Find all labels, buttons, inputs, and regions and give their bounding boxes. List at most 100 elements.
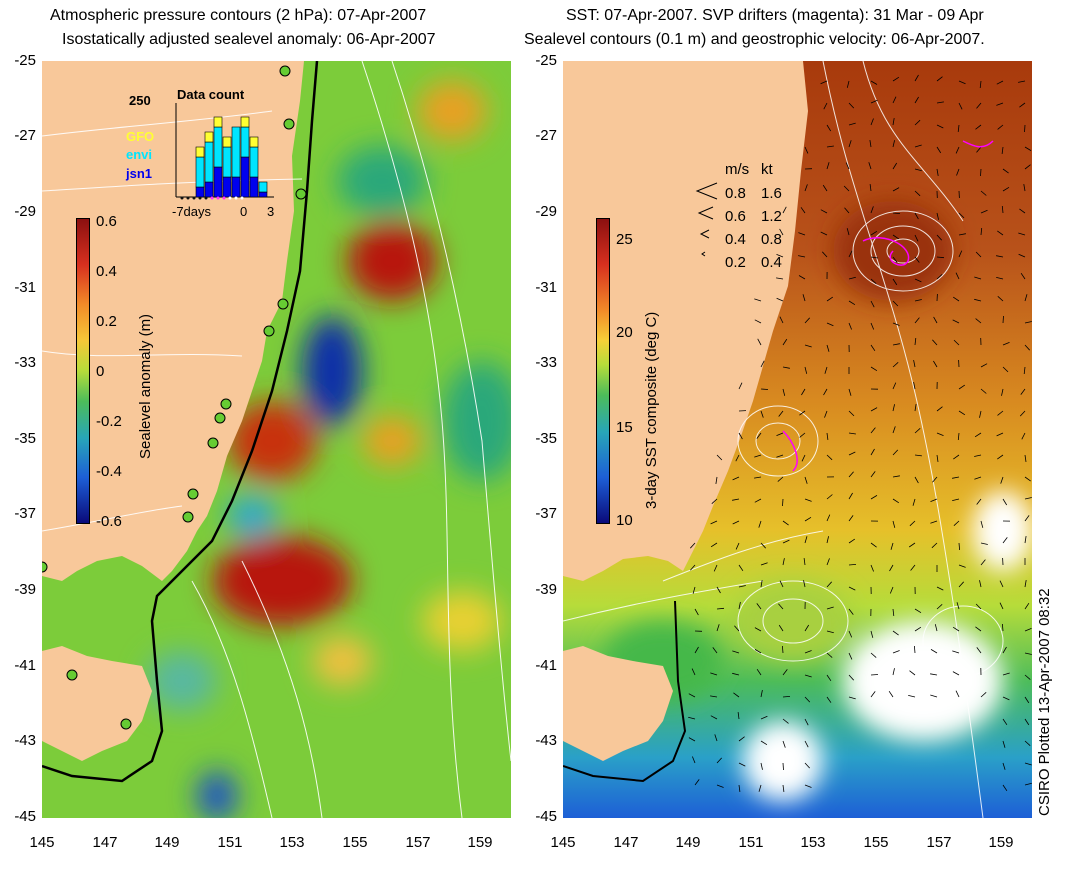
velocity-arrow <box>870 206 874 214</box>
velocity-arrow <box>996 80 1004 85</box>
velocity-arrow <box>870 344 876 352</box>
data-count-bar <box>249 176 259 198</box>
velocity-arrow <box>757 338 762 346</box>
velocity-arrow <box>782 366 790 369</box>
velocity-arrow <box>778 410 784 417</box>
lat-tick: -43 <box>14 732 36 749</box>
velocity-arrow <box>804 317 810 324</box>
velocity-arrow <box>914 317 920 324</box>
lat-tick: -43 <box>535 732 557 749</box>
velocity-arrow <box>1020 388 1026 395</box>
data-count-bar <box>213 116 223 128</box>
velocity-arrow <box>936 146 942 154</box>
velocity-arrow <box>760 690 763 698</box>
velocity-arrow <box>934 624 938 632</box>
velocity-arrow <box>952 319 960 324</box>
velocity-arrow <box>782 784 785 792</box>
velocity-arrow <box>974 454 982 457</box>
velocity-arrow <box>952 296 960 302</box>
velocity-arrow <box>974 298 982 302</box>
velocity-arrow <box>1018 253 1026 258</box>
sealevel-anomaly-field <box>42 61 511 818</box>
colorbar-tick: 20 <box>616 324 633 341</box>
lat-tick: -29 <box>535 203 557 220</box>
velocity-arrow <box>820 80 828 85</box>
velocity-arrow <box>936 101 944 104</box>
lon-tick: 145 <box>550 834 576 851</box>
velocity-arrow <box>892 608 895 617</box>
velocity-arrow <box>691 668 696 676</box>
velocity-arrow <box>914 144 922 148</box>
velocity-arrow <box>688 693 696 698</box>
velocity-arrow <box>1001 205 1004 214</box>
velocity-arrow <box>848 276 856 280</box>
inset-xlabel: 0 <box>240 204 248 219</box>
velocity-arrow <box>870 230 878 236</box>
velocity-arrow <box>1024 674 1031 680</box>
velocity-arrow <box>936 168 939 176</box>
velocity-arrow <box>892 426 896 434</box>
data-count-bar <box>222 146 232 178</box>
velocity-arrow <box>826 581 832 588</box>
velocity-arrow <box>692 586 696 594</box>
velocity-arrow <box>952 476 960 479</box>
velocity-arrow <box>1001 388 1004 396</box>
velocity-arrow <box>913 382 916 390</box>
velocity-arrow <box>892 187 900 192</box>
velocity-arrow <box>782 539 790 544</box>
velocity-arrow <box>996 432 1004 437</box>
velocity-arrow <box>804 498 812 502</box>
velocity-arrow <box>1024 344 1030 351</box>
velocity-arrow <box>980 227 983 236</box>
velocity-arrow <box>826 124 832 132</box>
inset-xlabel: -7days <box>172 204 212 219</box>
velocity-arrow <box>848 608 854 615</box>
velocity-arrow <box>760 562 768 566</box>
velocity-arrow <box>930 649 938 654</box>
velocity-arrow <box>1002 168 1009 174</box>
data-count-bar <box>240 126 250 158</box>
lat-tick: -25 <box>14 52 36 69</box>
velocity-arrow <box>848 122 856 126</box>
velocity-arrow <box>1024 515 1030 522</box>
velocity-arrow <box>820 209 828 214</box>
velocity-arrow <box>716 624 720 632</box>
data-count-bar <box>240 116 250 128</box>
velocity-arrow <box>1018 80 1026 83</box>
velocity-arrow <box>801 388 806 396</box>
velocity-arrow <box>1021 432 1026 440</box>
velocity-arrow <box>754 298 762 302</box>
velocity-arrow <box>914 168 922 172</box>
velocity-arrow <box>732 672 740 676</box>
lat-tick: -41 <box>535 657 557 674</box>
velocity-arrow <box>738 602 741 610</box>
velocity-arrow <box>782 520 789 526</box>
velocity-arrow <box>958 384 966 390</box>
velocity-arrow <box>754 649 762 654</box>
velocity-arrow <box>804 366 808 374</box>
velocity-arrow <box>754 319 762 324</box>
velocity-arrow <box>844 207 850 214</box>
velocity-arrow <box>1024 652 1032 655</box>
velocity-arrow <box>870 278 877 284</box>
left-title-line1: Atmospheric pressure contours (2 hPa): 0… <box>50 7 427 24</box>
data-count-bar <box>204 131 214 143</box>
velocity-arrow <box>952 498 960 501</box>
lon-tick: 159 <box>467 834 493 851</box>
velocity-arrow <box>799 410 806 416</box>
velocity-arrow <box>735 542 740 550</box>
velocity-arrow <box>845 162 850 170</box>
velocity-arrow <box>952 650 960 654</box>
velocity-arrow <box>710 542 718 548</box>
velocity-arrow <box>716 454 723 461</box>
lat-tick: -31 <box>14 279 36 296</box>
velocity-arrow <box>826 494 833 500</box>
velocity-arrow <box>756 668 762 676</box>
lon-tick: 151 <box>217 834 243 851</box>
velocity-arrow <box>715 476 718 484</box>
velocity-arrow <box>999 580 1004 588</box>
velocity-arrow <box>848 652 853 660</box>
velocity-arrow <box>692 756 696 764</box>
velocity-arrow <box>826 696 832 703</box>
velocity-arrow <box>758 520 762 528</box>
